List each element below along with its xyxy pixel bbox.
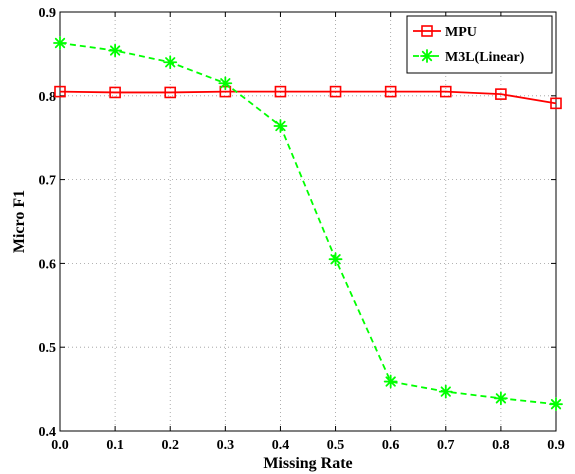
y-tick-label: 0.4 [39, 425, 57, 440]
x-axis-label: Missing Rate [263, 455, 352, 472]
legend-label: M3L(Linear) [445, 50, 525, 65]
x-tick-label: 0.4 [272, 438, 290, 453]
legend-item: M3L(Linear) [413, 49, 525, 65]
y-axis-label: Micro F1 [11, 190, 28, 253]
series-line [59, 90, 557, 105]
data-point [328, 252, 343, 267]
data-point [493, 391, 508, 406]
legend-marker [420, 49, 434, 63]
legend-item: MPU [413, 25, 477, 40]
data-point [273, 119, 288, 133]
data-point [383, 374, 398, 389]
data-point [274, 85, 287, 98]
data-point [329, 85, 342, 98]
data-point [495, 88, 507, 100]
data-point [439, 85, 452, 98]
x-tick-label: 0.5 [327, 438, 345, 453]
series-1 [53, 36, 563, 412]
data-point [108, 43, 123, 58]
data-point [164, 86, 177, 99]
data-point [438, 384, 453, 399]
data-point [109, 86, 121, 99]
y-tick-label: 0.9 [39, 6, 57, 21]
x-tick-label: 0.2 [161, 438, 179, 453]
grid-lines [60, 12, 556, 431]
x-tick-label: 0.6 [382, 438, 400, 453]
series-line [59, 42, 557, 406]
x-tick-label: 0.8 [492, 438, 510, 453]
data-point [53, 36, 67, 50]
plot-area-frame [59, 11, 557, 432]
series-0 [54, 85, 562, 110]
y-axis-tick-labels: 0.4 0.5 0.6 0.7 0.8 0.9 [39, 6, 57, 440]
y-tick-label: 0.6 [39, 257, 57, 272]
y-tick-label: 0.8 [39, 90, 57, 105]
data-point [550, 97, 562, 110]
axis-ticks [59, 11, 557, 432]
y-tick-label: 0.7 [39, 174, 57, 189]
x-tick-label: 0.7 [437, 438, 455, 453]
data-point [218, 76, 233, 91]
data-point [549, 397, 563, 412]
data-point [54, 85, 66, 98]
legend-label: MPU [445, 25, 477, 40]
legend: MPU M3L(Linear) [406, 15, 553, 74]
data-point [384, 85, 397, 98]
x-tick-label: 0.1 [106, 438, 124, 453]
series-layer [53, 36, 563, 412]
x-tick-label: 0.3 [217, 438, 235, 453]
x-tick-label: 0.9 [547, 438, 565, 453]
legend-marker [421, 25, 433, 37]
y-tick-label: 0.5 [39, 341, 57, 356]
x-axis-tick-labels: 0.0 0.1 0.2 0.3 0.4 0.5 0.6 0.7 0.8 0.9 [51, 438, 565, 453]
data-point [163, 55, 178, 70]
x-tick-label: 0.0 [51, 438, 69, 453]
